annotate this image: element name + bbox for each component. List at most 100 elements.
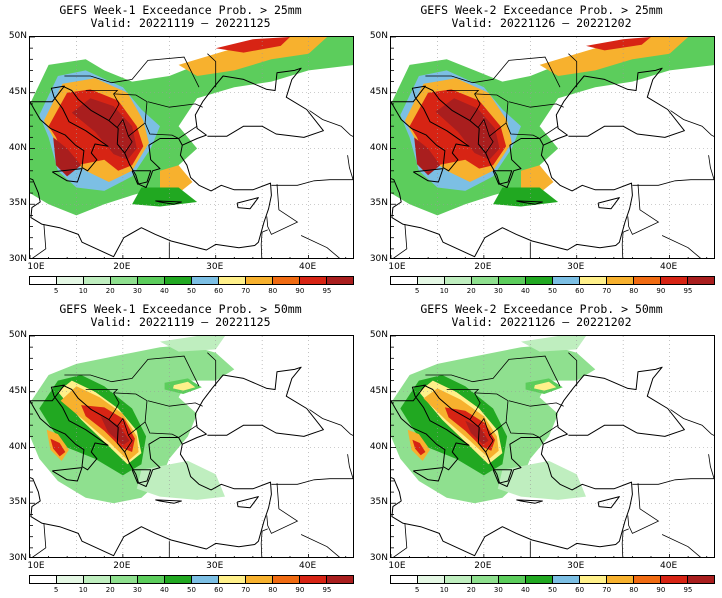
coastline [52, 168, 83, 183]
coastline [30, 85, 109, 172]
country-border [485, 434, 494, 453]
probability-contour [53, 137, 82, 177]
longitude-label: 10E [27, 262, 45, 272]
country-border [64, 56, 200, 88]
map-panel: GEFS Week-1 Exceedance Prob. > 50mm Valid… [0, 299, 361, 598]
colorbar [29, 276, 354, 285]
panel-valid-dates: Valid: 20221119 – 20221125 [90, 16, 271, 30]
probability-contour [521, 336, 586, 352]
colorbar-label: 30 [493, 287, 503, 295]
colorbar-label: 5 [53, 287, 59, 295]
coastline [391, 384, 470, 471]
colorbar-swatch [391, 576, 418, 583]
country-border [266, 483, 299, 534]
country-border [32, 523, 47, 557]
panel-title: GEFS Week-1 Exceedance Prob. > 50mm [59, 302, 302, 316]
colorbar-swatch [300, 277, 327, 284]
colorbar-swatch [580, 277, 607, 284]
probability-contour [50, 438, 66, 457]
probability-contour [100, 416, 130, 446]
panel-title: GEFS Week-2 Exceedance Prob. > 50mm [420, 302, 663, 316]
colorbar-swatch [526, 576, 553, 583]
country-border [124, 135, 133, 154]
colorbar-swatch [661, 576, 688, 583]
colorbar-swatch [634, 576, 661, 583]
country-border [32, 224, 47, 258]
country-border [260, 229, 268, 258]
probability-contour [132, 187, 198, 207]
colorbar [29, 575, 354, 584]
latitude-label: 40N [369, 142, 388, 153]
longitude-label: 40E [298, 561, 317, 571]
latitude-label: 30N [369, 553, 388, 563]
longitude-label: 40E [659, 262, 678, 272]
colorbar-swatch [472, 277, 499, 284]
colorbar-swatch [607, 576, 634, 583]
latitude-label: 45N [369, 86, 388, 97]
colorbar-label: 30 [132, 287, 142, 295]
colorbar-swatch [273, 277, 300, 284]
colorbar-swatch [445, 576, 472, 583]
colorbar-label: 5 [414, 287, 420, 295]
colorbar-swatch [418, 277, 445, 284]
colorbar-label: 50 [548, 287, 557, 295]
coastline [155, 499, 182, 504]
latitude-label: 40N [369, 441, 388, 452]
probability-contour [534, 381, 557, 391]
colorbar-label: 90 [295, 586, 305, 594]
country-border [568, 352, 578, 387]
colorbar-label: 60 [575, 287, 585, 295]
coastline [492, 170, 513, 185]
colorbar-swatch [688, 576, 714, 583]
latitude-label: 45N [8, 385, 27, 396]
latitude-label: 30N [369, 254, 388, 264]
colorbar-label: 80 [629, 287, 639, 295]
colorbar-label: 90 [656, 287, 666, 295]
country-border [271, 155, 353, 186]
country-border [425, 355, 561, 387]
colorbar-swatch [57, 576, 84, 583]
country-border [508, 400, 564, 407]
colorbar-swatch [165, 576, 192, 583]
colorbar-swatch [111, 277, 138, 284]
longitude-label: 20E [474, 262, 492, 272]
colorbar-swatch [607, 277, 634, 284]
country-border [621, 229, 629, 258]
probability-contour [160, 165, 193, 194]
colorbar-swatch [57, 277, 84, 284]
country-border [266, 184, 299, 235]
colorbar-label: 10 [78, 586, 88, 594]
colorbar-swatch [445, 277, 472, 284]
colorbar-swatch [418, 576, 445, 583]
country-border [271, 454, 353, 485]
colorbar-label: 20 [466, 287, 476, 295]
colorbar-swatch [553, 277, 580, 284]
colorbar-swatch [192, 277, 219, 284]
colorbar-swatch [246, 576, 273, 583]
probability-contour [136, 460, 225, 500]
probability-contour [586, 37, 651, 51]
latitude-label: 40N [8, 441, 27, 452]
colorbar-label: 70 [602, 287, 612, 295]
colorbar-label: 70 [241, 287, 251, 295]
panel-title: GEFS Week-2 Exceedance Prob. > 25mm [420, 3, 663, 17]
country-border [207, 352, 217, 387]
coastline [516, 499, 543, 504]
latitude-label: 45N [369, 385, 388, 396]
longitude-label: 30E [206, 561, 224, 571]
longitude-label: 30E [567, 561, 585, 571]
map-panel: GEFS Week-2 Exceedance Prob. > 25mm Valid… [361, 0, 722, 299]
country-border [446, 389, 481, 420]
colorbar-label: 5 [53, 586, 59, 594]
country-border [627, 483, 660, 534]
longitude-label: 20E [474, 561, 492, 571]
latitude-label: 45N [8, 86, 27, 97]
coastline [413, 467, 444, 482]
country-border [207, 53, 217, 88]
colorbar-label: 10 [78, 287, 88, 295]
country-border [85, 90, 120, 121]
probability-contour [412, 439, 426, 456]
colorbar-label: 30 [132, 586, 142, 594]
coastline [492, 469, 513, 484]
colorbar-swatch [300, 576, 327, 583]
